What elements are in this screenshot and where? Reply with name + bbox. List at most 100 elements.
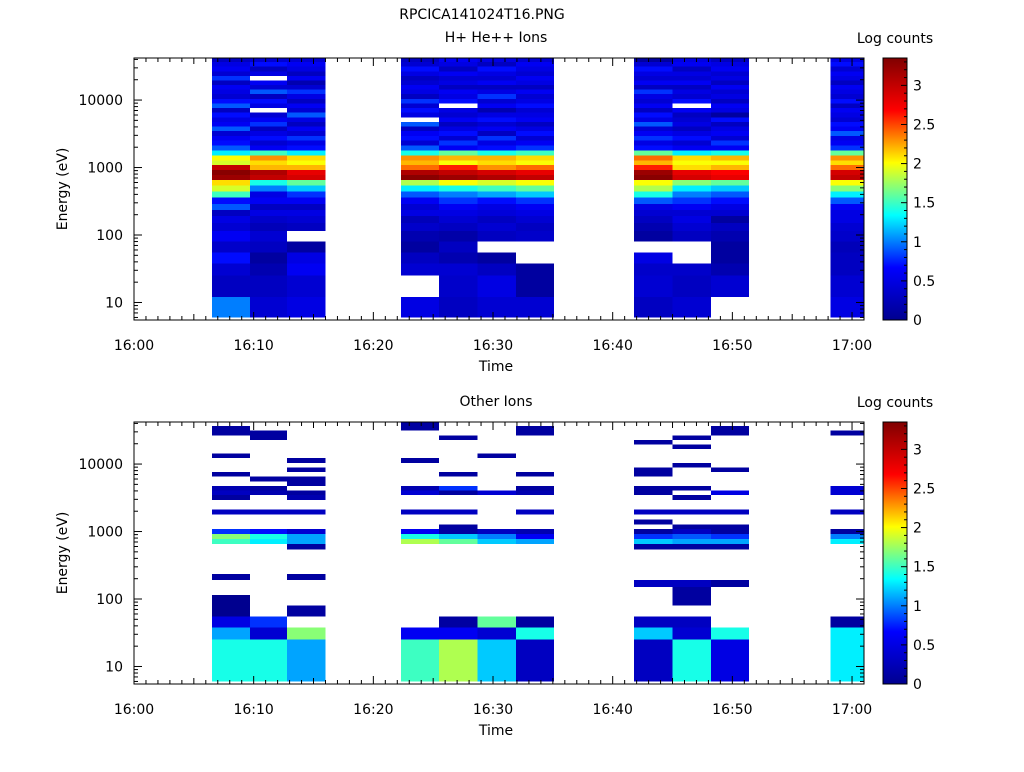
heatmap-cell	[400, 209, 440, 217]
heatmap-cell	[211, 165, 251, 170]
y-tick-label: 10	[105, 295, 123, 311]
heatmap-cell	[830, 209, 864, 217]
heatmap-cell	[287, 209, 326, 217]
colorbar-tick-label: 2.5	[913, 481, 935, 497]
heatmap-cell	[672, 145, 711, 151]
heatmap-cell	[250, 230, 288, 242]
heatmap-cell	[250, 197, 288, 204]
heatmap-cell	[211, 453, 251, 459]
heatmap-cell	[634, 439, 673, 445]
heatmap-cell	[250, 85, 288, 90]
heatmap-cell	[439, 191, 478, 198]
heatmap-cell	[439, 117, 478, 122]
heatmap-cell	[672, 485, 711, 491]
heatmap-cell	[830, 58, 864, 63]
heatmap-cell	[515, 85, 555, 90]
heatmap-cell	[672, 462, 711, 468]
heatmap-cell	[439, 180, 478, 186]
heatmap-cell	[287, 241, 326, 253]
heatmap-cell	[211, 216, 251, 224]
heatmap-cell	[287, 98, 326, 104]
heatmap-cell	[710, 529, 750, 534]
heatmap-cell	[287, 538, 326, 545]
heatmap-cell	[287, 263, 326, 276]
heatmap-cell	[287, 131, 326, 136]
heatmap-cell	[672, 223, 711, 231]
heatmap-cell	[672, 209, 711, 217]
heatmap-cell	[287, 458, 326, 463]
heatmap-cell	[287, 75, 326, 81]
heatmap-cell	[710, 98, 750, 104]
heatmap-cell	[250, 160, 288, 166]
heatmap-cell	[250, 94, 288, 99]
heatmap-cell	[634, 75, 673, 81]
x-tick-label: 16:30	[473, 702, 513, 718]
heatmap-cell	[400, 627, 440, 640]
y-tick-label: 1000	[87, 161, 123, 177]
heatmap-cell	[250, 191, 288, 198]
heatmap-cell	[672, 117, 711, 122]
heatmap-cell	[250, 661, 288, 682]
heatmap-cell	[211, 85, 251, 90]
heatmap-cell	[400, 538, 440, 545]
heatmap-cell	[710, 661, 750, 682]
heatmap-cell	[250, 241, 288, 253]
y-axis-ticks: 10 100 1000 10000	[78, 58, 864, 318]
heatmap-cell	[400, 174, 440, 181]
heatmap-cell	[250, 297, 288, 318]
heatmap-cell	[211, 71, 251, 76]
heatmap-cell	[211, 98, 251, 104]
heatmap-cell	[830, 117, 864, 122]
heatmap-cell	[634, 66, 673, 72]
heatmap-cell	[672, 165, 711, 170]
heatmap-cell	[250, 435, 288, 440]
heatmap-cell	[211, 197, 251, 204]
heatmap-cell	[634, 126, 673, 132]
heatmap-cell	[477, 160, 516, 166]
heatmap-cell	[400, 185, 440, 192]
heatmap-cell	[710, 509, 750, 515]
heatmap-cell	[250, 639, 288, 662]
heatmap-cell	[710, 533, 750, 539]
heatmap-cell	[439, 174, 478, 181]
heatmap-cell	[287, 476, 326, 482]
heatmap-cell	[400, 66, 440, 72]
heatmap-cell	[211, 297, 251, 318]
heatmap-cell	[830, 62, 864, 67]
heatmap-cell	[287, 544, 326, 550]
heatmap-cell	[672, 80, 711, 86]
x-tick-label: 16:20	[353, 702, 393, 718]
heatmap-cell	[515, 223, 555, 231]
y-tick-label: 1000	[87, 525, 123, 541]
heatmap-cell	[400, 71, 440, 76]
heatmap-cell	[287, 191, 326, 198]
heatmap-cell	[672, 203, 711, 210]
heatmap-cell	[439, 80, 478, 86]
heatmap-cell	[672, 587, 711, 595]
heatmap-cell	[477, 174, 516, 181]
heatmap-cells	[211, 58, 864, 318]
heatmap-cell	[439, 297, 478, 318]
heatmap-cell	[400, 197, 440, 204]
heatmap-cell	[287, 573, 326, 581]
heatmap-cell	[634, 485, 673, 491]
heatmap-cell	[830, 263, 864, 276]
heatmap-cell	[439, 509, 478, 515]
heatmap-cell	[634, 71, 673, 76]
heatmap-cell	[634, 140, 673, 146]
heatmap-cell	[287, 639, 326, 662]
x-tick-label: 17:00	[832, 338, 872, 354]
heatmap-cell	[634, 112, 673, 118]
heatmap-cell	[439, 627, 478, 640]
heatmap-cell	[672, 121, 711, 127]
heatmap-cell	[710, 275, 750, 298]
heatmap-cell	[400, 216, 440, 224]
heatmap-cell	[400, 426, 440, 431]
heatmap-cell	[477, 169, 516, 175]
heatmap-cell	[672, 216, 711, 224]
heatmap-cell	[710, 580, 750, 588]
heatmap-cell	[634, 203, 673, 210]
heatmap-cell	[710, 165, 750, 170]
heatmap-cell	[439, 140, 478, 146]
heatmap-cell	[287, 661, 326, 682]
